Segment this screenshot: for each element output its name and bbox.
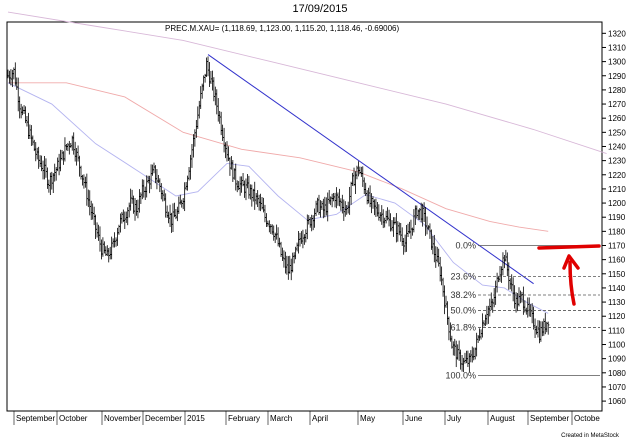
quote-title: PREC.M.XAU= (1,118.69, 1,123.00, 1,115.2…: [165, 24, 399, 33]
y-tick-label: 1270: [608, 100, 626, 109]
series-line: [8, 82, 549, 232]
y-tick-label: 1190: [608, 213, 626, 222]
y-tick-label: 1110: [608, 326, 625, 335]
fib-level-label: 100.0%: [445, 371, 476, 381]
x-axis: September October November December 2015 Febr…: [13, 411, 600, 425]
ohlc-bars: [6, 56, 550, 373]
y-tick-label: 1160: [608, 256, 626, 265]
x-tick-label: 2015: [187, 414, 205, 423]
y-tick-label: 1310: [608, 43, 626, 52]
fib-level-label: 38.2%: [450, 290, 476, 300]
x-tick-label: February: [228, 414, 260, 423]
y-tick-label: 1080: [608, 369, 626, 378]
y-tick-label: 1120: [608, 312, 626, 321]
y-tick-label: 1300: [608, 58, 626, 67]
y-tick-label: 1240: [608, 142, 626, 151]
y-tick-label: 1200: [608, 199, 626, 208]
red-arrow-shaft: [568, 260, 576, 306]
y-tick-label: 1070: [608, 383, 626, 392]
x-tick-label: September: [530, 414, 569, 423]
x-tick-label: August: [490, 414, 516, 423]
red-arrow-head: [562, 254, 580, 270]
x-tick-label: July: [447, 414, 461, 423]
y-tick-label: 1130: [608, 298, 626, 307]
annotations: [537, 244, 601, 306]
chart-date-title: 17/09/2015: [292, 3, 348, 15]
fib-level-label: 50.0%: [450, 306, 476, 316]
y-tick-label: 1260: [608, 114, 626, 123]
plot-frame: [6, 21, 603, 412]
ohlc-bar: [547, 321, 550, 335]
x-tick-label: June: [405, 414, 423, 423]
x-tick-label: Octobe: [574, 414, 600, 423]
x-tick-label: May: [360, 414, 375, 423]
y-tick-label: 1290: [608, 72, 626, 81]
fib-level-label: 23.6%: [450, 272, 476, 282]
y-tick-label: 1230: [608, 157, 626, 166]
y-tick-label: 1180: [608, 227, 626, 236]
series-line: [7, 11, 607, 154]
y-tick-label: 1150: [608, 270, 626, 279]
y-tick-label: 1170: [608, 241, 626, 250]
x-tick-label: December: [145, 414, 182, 423]
x-tick-label: September: [16, 414, 55, 423]
x-tick-label: March: [270, 414, 292, 423]
x-tick-label: October: [59, 414, 88, 423]
x-tick-label: April: [312, 414, 328, 423]
x-tick-label: November: [104, 414, 141, 423]
y-tick-label: 1220: [608, 171, 626, 180]
y-tick-label: 1140: [608, 284, 626, 293]
y-tick-label: 1320: [608, 29, 626, 38]
red-highlight-line: [537, 244, 601, 250]
y-tick-label: 1280: [608, 86, 626, 95]
y-tick-label: 1060: [608, 397, 626, 406]
fib-level-label: 61.8%: [450, 323, 476, 333]
y-tick-label: 1100: [608, 341, 626, 350]
y-axis: 1060 1070 1080 1090 1100 1110 1120 1130 1140 1150…: [602, 29, 626, 406]
y-tick-label: 1210: [608, 185, 626, 194]
credit-text: Created in MetaStock: [561, 433, 620, 439]
y-tick-label: 1090: [608, 355, 626, 364]
fibonacci-levels: 0.0% 23.6% 38.2% 50.0% 61.8% 100.0%: [445, 240, 600, 381]
y-tick-label: 1250: [608, 128, 626, 137]
fib-level-label: 0.0%: [455, 240, 476, 250]
